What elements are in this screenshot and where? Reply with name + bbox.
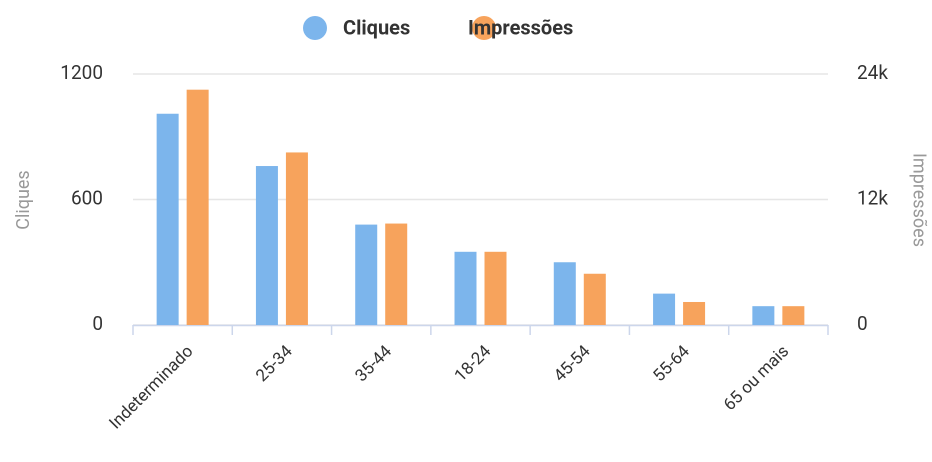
- bar: [752, 306, 775, 325]
- legend-marker: [303, 16, 327, 40]
- legend-label: Impressões: [468, 15, 573, 39]
- x-tick-label: Indeterminado: [105, 342, 197, 434]
- x-tick-label: 35-44: [351, 341, 396, 386]
- bar: [782, 306, 805, 325]
- bar: [553, 262, 576, 325]
- x-tick-label: 65 ou mais: [720, 342, 793, 415]
- bar: [454, 251, 477, 325]
- x-tick-label: 55-64: [649, 341, 694, 386]
- y2-tick-label: 0: [857, 312, 868, 335]
- y-tick-label: 0: [92, 312, 103, 335]
- bar: [285, 152, 308, 325]
- bar: [186, 89, 209, 325]
- bar: [683, 301, 706, 325]
- x-tick-label: 25-34: [252, 341, 297, 386]
- y2-tick-label: 12k: [857, 187, 888, 210]
- x-tick-label: 45-54: [550, 341, 595, 386]
- bar: [484, 251, 507, 325]
- y2-axis-title: Impressões: [908, 153, 929, 247]
- y-tick-label: 600: [71, 187, 103, 210]
- bar: [255, 166, 278, 325]
- x-tick-label: 18-24: [451, 341, 496, 386]
- bar: [156, 113, 179, 325]
- bar: [583, 273, 606, 325]
- legend-label: Cliques: [343, 15, 410, 39]
- y-axis-title: Cliques: [13, 170, 34, 229]
- y2-tick-label: 24k: [857, 61, 888, 84]
- bar: [385, 223, 408, 325]
- bar: [653, 293, 676, 325]
- y-tick-label: 1200: [60, 61, 103, 84]
- bar: [355, 224, 378, 325]
- legend-marker: [472, 16, 496, 40]
